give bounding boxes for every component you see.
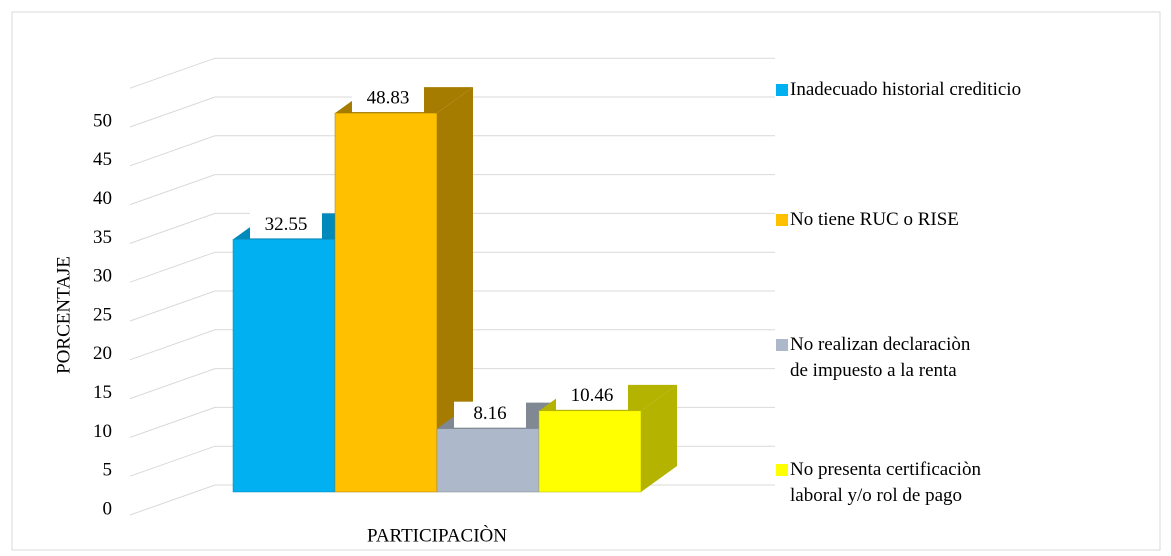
- legend-swatch: [776, 84, 788, 96]
- legend-swatch: [776, 214, 788, 226]
- y-tick-label: 20: [93, 343, 112, 364]
- data-label: 48.83: [367, 87, 410, 108]
- y-tick-label: 30: [93, 266, 112, 287]
- y-tick-label: 10: [93, 421, 112, 442]
- bar: [334, 112, 438, 493]
- grid-line: [129, 135, 775, 167]
- grid-line: [129, 96, 775, 128]
- legend-label: No presenta certificaciòn laboral y/o ro…: [790, 459, 981, 506]
- y-tick-label: 40: [93, 188, 112, 209]
- data-label-box: [556, 383, 628, 410]
- legend-swatch: [776, 339, 788, 351]
- data-label: 8.16: [473, 403, 506, 424]
- grid-line: [129, 368, 775, 400]
- bar: [538, 410, 642, 493]
- grid-line: [129, 174, 775, 206]
- legend-label: No realizan declaraciòn de impuesto a la…: [790, 334, 971, 381]
- legend-label: Inadecuado historial crediticio: [790, 79, 1022, 100]
- bar: [436, 428, 540, 493]
- bar: [232, 239, 336, 493]
- data-label-box: [454, 401, 526, 428]
- grid-line: [129, 57, 775, 89]
- grid-line: [129, 329, 775, 361]
- y-tick-label: 5: [103, 460, 113, 481]
- data-label-box: [250, 212, 322, 239]
- y-axis-title: PORCENTAJE: [53, 256, 74, 374]
- grid-line: [129, 212, 775, 244]
- x-tick-label: PARTICIPACIÒN: [367, 524, 507, 546]
- grid-line: [129, 251, 775, 283]
- data-label-box: [352, 86, 424, 113]
- legend-swatch: [776, 464, 788, 476]
- legend-label: No tiene RUC o RISE: [790, 209, 959, 230]
- grid-line: [129, 290, 775, 322]
- y-tick-label: 25: [93, 304, 112, 325]
- y-tick-label: 0: [103, 498, 113, 519]
- data-label: 32.55: [265, 214, 308, 235]
- y-tick-label: 15: [93, 382, 112, 403]
- y-tick-label: 35: [93, 227, 112, 248]
- data-label: 10.46: [571, 385, 614, 406]
- bar-side: [437, 87, 473, 493]
- y-tick-label: 50: [93, 110, 112, 131]
- y-tick-label: 45: [93, 149, 112, 170]
- bar-side: [641, 384, 677, 492]
